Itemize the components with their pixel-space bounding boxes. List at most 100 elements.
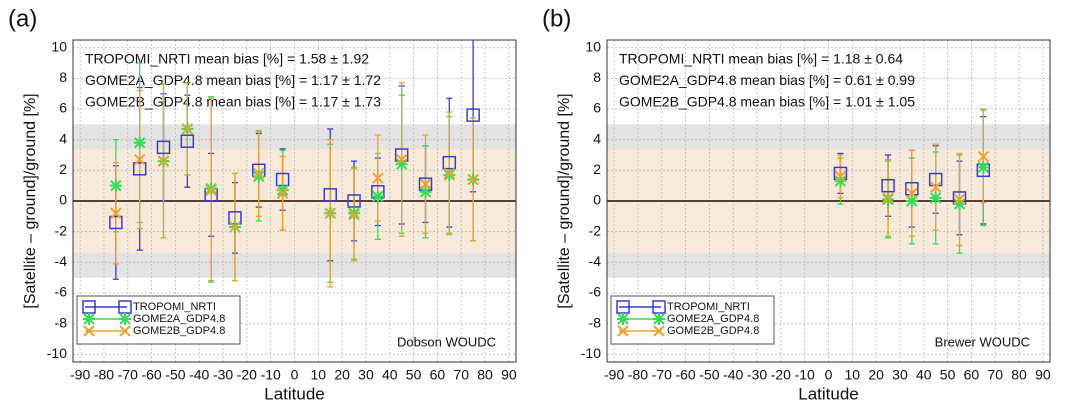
y-tick-label: 10: [585, 38, 601, 54]
marker-stroke: [882, 192, 894, 204]
marker-stroke: [83, 325, 95, 337]
marker: [977, 150, 990, 163]
legend-label: GOME2A_GDP4.8: [667, 313, 759, 325]
marker-stroke: [205, 184, 217, 196]
x-tick-label: 10: [311, 367, 327, 383]
marker-stroke: [953, 193, 966, 206]
series-layer: [109, 40, 480, 288]
marker: [419, 178, 432, 190]
x-tick-label: 10: [845, 367, 861, 383]
marker: [834, 170, 847, 183]
marker: [181, 123, 194, 135]
x-tick-label: -80: [628, 367, 648, 383]
marker-stroke: [443, 167, 456, 180]
y-axis-label: [Satellite – ground]/ground [%]: [22, 93, 39, 308]
marker-stroke: [324, 207, 336, 219]
x-tick-label: -70: [118, 367, 138, 383]
marker: [119, 313, 131, 325]
marker: [977, 161, 990, 174]
y-tick-label: -2: [55, 222, 68, 238]
marker: [109, 179, 122, 192]
x-tick-label: -30: [213, 367, 233, 383]
y-tick-label: 0: [593, 192, 601, 208]
x-tick-label: 80: [477, 367, 493, 383]
marker: [132, 162, 147, 176]
x-tick-label: -80: [94, 367, 114, 383]
marker: [110, 207, 122, 219]
y-tick-label: -10: [581, 345, 601, 361]
marker-stroke: [617, 325, 629, 337]
marker-stroke: [253, 167, 265, 180]
y-tick-label: -2: [589, 222, 602, 238]
y-tick-label: 8: [593, 69, 601, 85]
marker: [467, 173, 479, 186]
x-tick-label: -40: [189, 367, 209, 383]
plot-frame: [72, 39, 517, 363]
legend-label: TROPOMI_NRTI: [133, 301, 216, 313]
y-tick-label: 2: [593, 161, 601, 177]
legend-label: GOME2B_GDP4.8: [133, 325, 225, 337]
marker: [953, 193, 966, 206]
marker-stroke: [110, 207, 122, 219]
x-tick-label: 30: [892, 367, 908, 383]
marker-stroke: [906, 187, 918, 200]
x-tick-label: -60: [141, 367, 161, 383]
marker: [653, 325, 665, 337]
y-tick-label: -4: [589, 253, 602, 269]
marker-stroke: [157, 155, 170, 167]
annotation: GOME2B_GDP4.8 mean bias [%] = 1.01 ± 1.0…: [619, 94, 915, 110]
marker: [133, 136, 146, 149]
x-tick-label: -90: [70, 367, 90, 383]
x-tick-label: -70: [652, 367, 672, 383]
marker: [276, 187, 289, 200]
y-tick-label: 4: [59, 130, 67, 146]
x-tick-label: 70: [987, 367, 1003, 383]
marker: [443, 168, 456, 181]
legend-label: GOME2B_GDP4.8: [667, 325, 759, 337]
station-label: Dobson WOUDC: [397, 334, 496, 349]
marker: [323, 188, 337, 202]
marker-stroke: [229, 221, 241, 233]
y-tick-label: -8: [55, 314, 68, 330]
annotation: TROPOMI_NRTI mean bias [%] = 1.18 ± 0.64: [619, 51, 903, 67]
marker-stroke: [834, 170, 847, 183]
marker: [906, 187, 918, 200]
marker: [929, 181, 942, 193]
legend-box: [76, 295, 241, 345]
x-tick-label: -60: [675, 367, 695, 383]
x-tick-label: -20: [237, 367, 257, 383]
x-tick-label: 80: [1011, 367, 1027, 383]
x-axis-label: Latitude: [798, 384, 859, 403]
marker-stroke: [181, 123, 194, 135]
legend-label: TROPOMI_NRTI: [667, 301, 750, 313]
annotation: GOME2A_GDP4.8 mean bias [%] = 1.17 ± 1.7…: [85, 72, 381, 88]
marker: [133, 153, 146, 166]
x-tick-label: 90: [1035, 367, 1051, 383]
x-tick-label: 50: [406, 367, 422, 383]
marker: [928, 172, 943, 187]
marker-stroke: [395, 153, 408, 166]
marker: [929, 191, 942, 204]
marker: [348, 207, 361, 220]
annotation: GOME2A_GDP4.8 mean bias [%] = 0.61 ± 0.9…: [619, 72, 915, 88]
y-tick-label: 4: [593, 130, 601, 146]
y-tick-label: 10: [51, 38, 67, 54]
marker: [83, 325, 95, 337]
marker: [617, 313, 629, 325]
x-tick-label: 70: [453, 367, 469, 383]
y-tick-label: -4: [55, 253, 68, 269]
annotation: GOME2B_GDP4.8 mean bias [%] = 1.17 ± 1.7…: [85, 94, 381, 110]
y-tick-label: -6: [589, 284, 602, 300]
marker-stroke: [419, 178, 432, 190]
x-tick-label: -20: [771, 367, 791, 383]
x-tick-label: 0: [291, 367, 299, 383]
x-tick-label: 0: [825, 367, 833, 383]
x-tick-label: -10: [795, 367, 815, 383]
marker-stroke: [276, 187, 289, 200]
marker-stroke: [372, 172, 384, 184]
marker: [443, 167, 456, 180]
marker: [83, 313, 95, 325]
x-tick-label: -30: [747, 367, 767, 383]
marker: [882, 193, 895, 206]
